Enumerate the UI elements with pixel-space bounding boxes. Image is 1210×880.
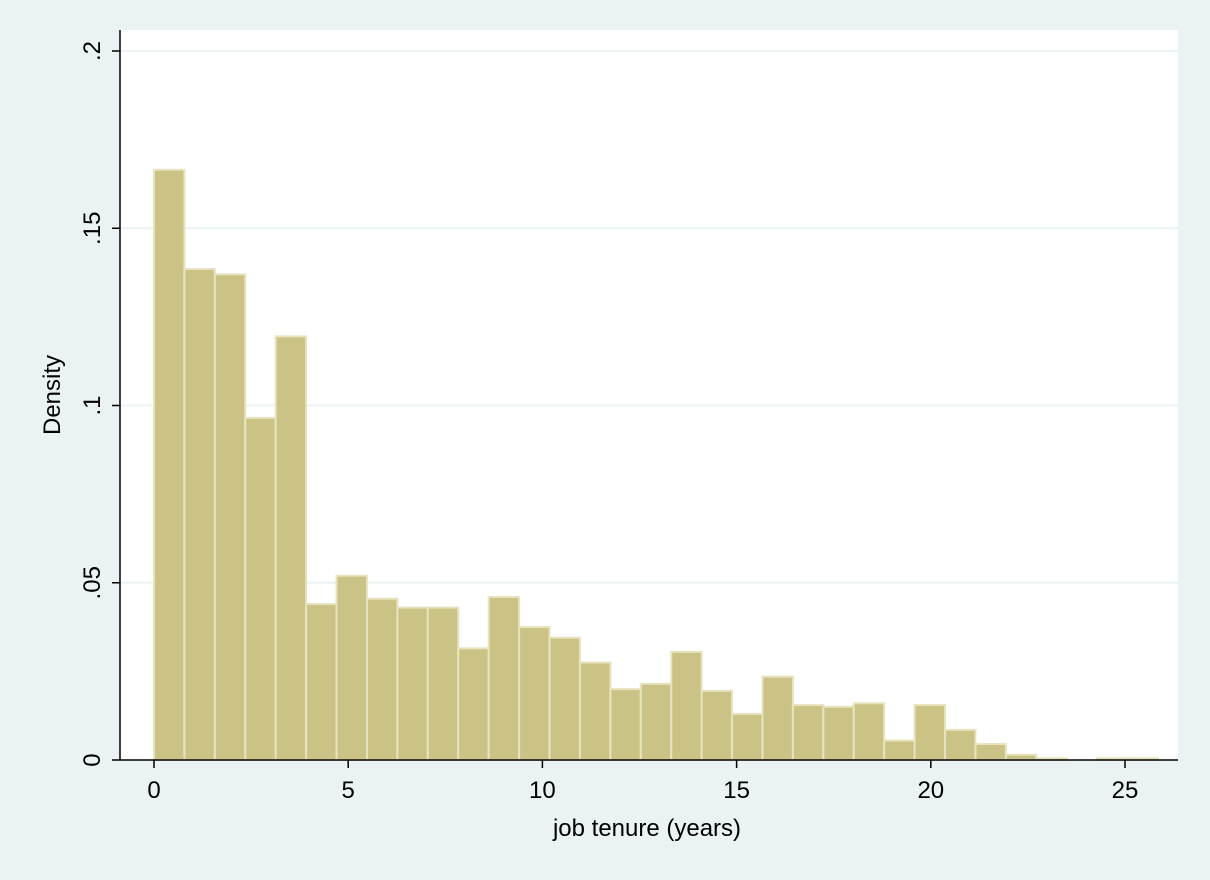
histogram-bar-3 (244, 416, 277, 761)
histogram-bar-28 (1004, 753, 1038, 761)
histogram-bar-16 (639, 682, 673, 761)
histogram-bar-27 (974, 743, 1007, 761)
y-tick-label-2: .1 (79, 395, 106, 415)
histogram-bar-12 (518, 626, 551, 761)
x-tick-label-0: 0 (147, 777, 160, 804)
histogram-bar-17 (670, 650, 703, 761)
histogram-bar-23 (852, 702, 886, 762)
histogram-bar-10 (457, 647, 490, 762)
histogram-bar-6 (335, 574, 368, 761)
histogram-bar-5 (305, 603, 338, 762)
axes: 0 5 10 15 20 25 0 .05 .1 .15 .2 (79, 30, 1178, 804)
histogram-bar-24 (883, 739, 916, 762)
histogram-bar-13 (548, 636, 581, 762)
histogram-bar-2 (213, 273, 247, 761)
x-tick-label-2: 10 (529, 777, 556, 804)
histogram-bar-8 (396, 606, 429, 761)
y-tick-label-0: 0 (79, 753, 106, 766)
x-tick-label-5: 25 (1112, 777, 1139, 804)
y-tick-label-3: .15 (79, 212, 106, 245)
histogram-bar-26 (944, 728, 977, 761)
histogram-bar-21 (791, 704, 825, 761)
x-axis-title: job tenure (years) (552, 815, 741, 842)
histogram-bar-7 (365, 597, 399, 762)
histogram-bar-1 (183, 268, 216, 761)
histogram-bar-25 (913, 704, 947, 761)
histogram-bar-14 (578, 661, 612, 762)
x-tick-label-1: 5 (342, 777, 355, 804)
histogram-bar-22 (822, 705, 855, 762)
histogram-bar-20 (761, 675, 794, 762)
y-tick-label-4: .2 (79, 41, 106, 61)
x-tick-label-4: 20 (917, 777, 944, 804)
histogram-bar-11 (487, 595, 521, 761)
histogram-bar-19 (731, 712, 764, 761)
y-axis-title: Density (39, 355, 66, 435)
histogram-bar-18 (700, 689, 734, 761)
histogram-bar-0 (153, 168, 186, 761)
x-tick-label-3: 15 (723, 777, 750, 804)
histogram-bar-9 (426, 606, 460, 761)
y-tick-label-1: .05 (79, 566, 106, 599)
histogram-bar-4 (274, 335, 308, 761)
histogram-bar-15 (609, 688, 642, 761)
